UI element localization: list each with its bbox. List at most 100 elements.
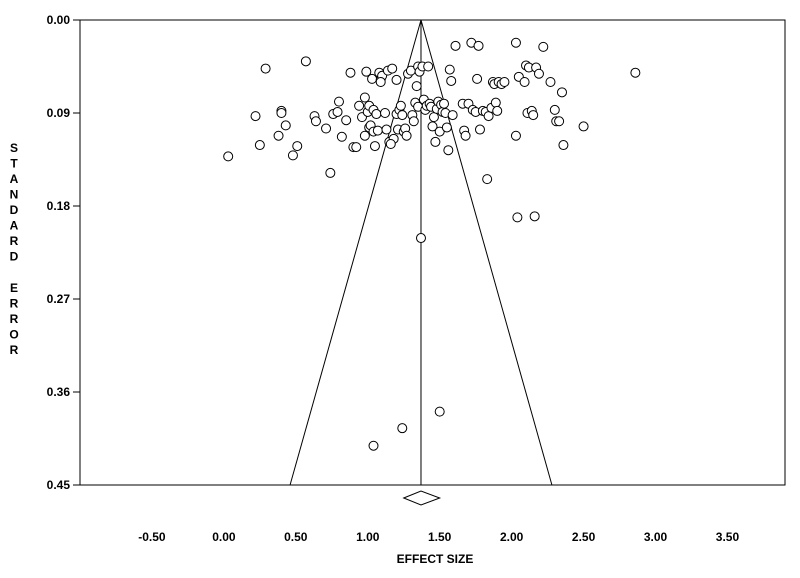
data-point — [483, 111, 494, 122]
data-point — [300, 56, 311, 67]
y-tick-label: 0.45 — [47, 478, 71, 492]
y-tick-label: 0.00 — [47, 13, 71, 27]
data-point — [474, 124, 485, 135]
data-point — [371, 109, 382, 120]
data-point — [260, 63, 271, 74]
data-point — [430, 136, 441, 147]
y-axis-title-letter: D — [10, 203, 19, 217]
data-point — [427, 121, 438, 132]
data-point — [321, 123, 332, 134]
data-point — [380, 108, 391, 118]
data-point — [545, 77, 556, 87]
y-tick-label: 0.27 — [47, 292, 71, 306]
data-point — [375, 77, 386, 87]
data-point — [354, 100, 365, 111]
y-axis-title-letter: A — [10, 219, 19, 233]
data-point — [450, 40, 461, 51]
data-point — [401, 130, 412, 141]
data-point — [254, 140, 265, 151]
data-point — [397, 110, 408, 121]
y-axis-title-letter: A — [10, 172, 19, 186]
data-point — [428, 112, 439, 123]
data-point — [385, 139, 396, 149]
x-tick-label: 0.00 — [212, 530, 236, 544]
data-point — [554, 116, 565, 127]
data-point — [556, 87, 567, 98]
y-axis-title-letter: R — [10, 312, 19, 326]
data-point — [443, 145, 454, 156]
data-point — [273, 130, 284, 141]
data-point — [387, 63, 398, 74]
data-point — [578, 121, 589, 132]
data-point — [510, 37, 521, 48]
data-point — [472, 73, 483, 84]
data-point — [447, 110, 458, 121]
data-point — [381, 124, 392, 135]
plot-frame — [79, 19, 786, 486]
summary-diamond — [402, 490, 442, 506]
data-point — [519, 77, 530, 87]
data-point — [325, 167, 336, 178]
data-point — [336, 131, 347, 142]
data-point — [499, 77, 510, 87]
data-point — [434, 406, 445, 417]
data-point — [276, 108, 287, 118]
data-point — [558, 140, 569, 151]
data-point — [280, 120, 291, 131]
x-tick-label: 1.00 — [356, 530, 380, 544]
data-point — [369, 141, 380, 152]
data-point — [630, 67, 641, 78]
data-point — [446, 75, 457, 86]
y-axis-title-letter: E — [10, 281, 18, 295]
data-point — [549, 104, 560, 115]
data-point — [512, 212, 523, 223]
data-point — [473, 40, 484, 51]
data-point — [439, 98, 450, 109]
x-tick-label: 1.50 — [428, 530, 452, 544]
x-axis: -0.50 0.00 0.50 1.00 1.50 2.00 2.50 3.00 3.50 — [138, 530, 739, 544]
data-point — [441, 122, 452, 133]
data-point — [372, 125, 383, 136]
data-point — [332, 106, 343, 117]
data-point — [528, 110, 539, 121]
y-axis-title-letter: S — [10, 141, 18, 155]
x-axis-title: EFFECT SIZE — [397, 552, 474, 566]
y-axis-title-letter: T — [10, 157, 18, 171]
y-axis-title-letter: D — [10, 250, 19, 264]
data-point — [482, 174, 493, 185]
y-axis-title-letter: R — [10, 343, 19, 357]
funnel-right-line — [420, 19, 553, 486]
data-point — [395, 100, 406, 111]
data-point — [333, 96, 344, 107]
data-point — [529, 211, 540, 222]
data-point — [510, 130, 521, 141]
data-point — [397, 423, 408, 434]
data-point — [310, 116, 321, 127]
data-point — [367, 73, 378, 84]
data-point — [415, 233, 426, 244]
data-point — [423, 61, 434, 72]
y-axis-title-letter: N — [10, 188, 19, 202]
data-point — [490, 97, 501, 108]
data-point — [361, 66, 372, 77]
data-point — [351, 142, 362, 153]
y-axis-title-letter: R — [10, 234, 19, 248]
data-point — [533, 68, 544, 79]
data-point — [538, 41, 549, 52]
x-tick-label: 2.50 — [572, 530, 596, 544]
data-point — [391, 74, 402, 85]
y-axis-title-letter: R — [10, 297, 19, 311]
data-point — [345, 67, 356, 78]
data-point — [492, 105, 503, 116]
data-point — [359, 130, 370, 141]
data-point — [292, 141, 303, 152]
y-tick-label: 0.18 — [47, 199, 71, 213]
y-tick-label: 0.36 — [47, 385, 71, 399]
data-point — [341, 115, 352, 126]
data-point — [460, 130, 471, 141]
y-axis-title-letter: O — [9, 328, 18, 342]
data-point — [408, 116, 419, 127]
funnel-left-line — [289, 19, 422, 486]
